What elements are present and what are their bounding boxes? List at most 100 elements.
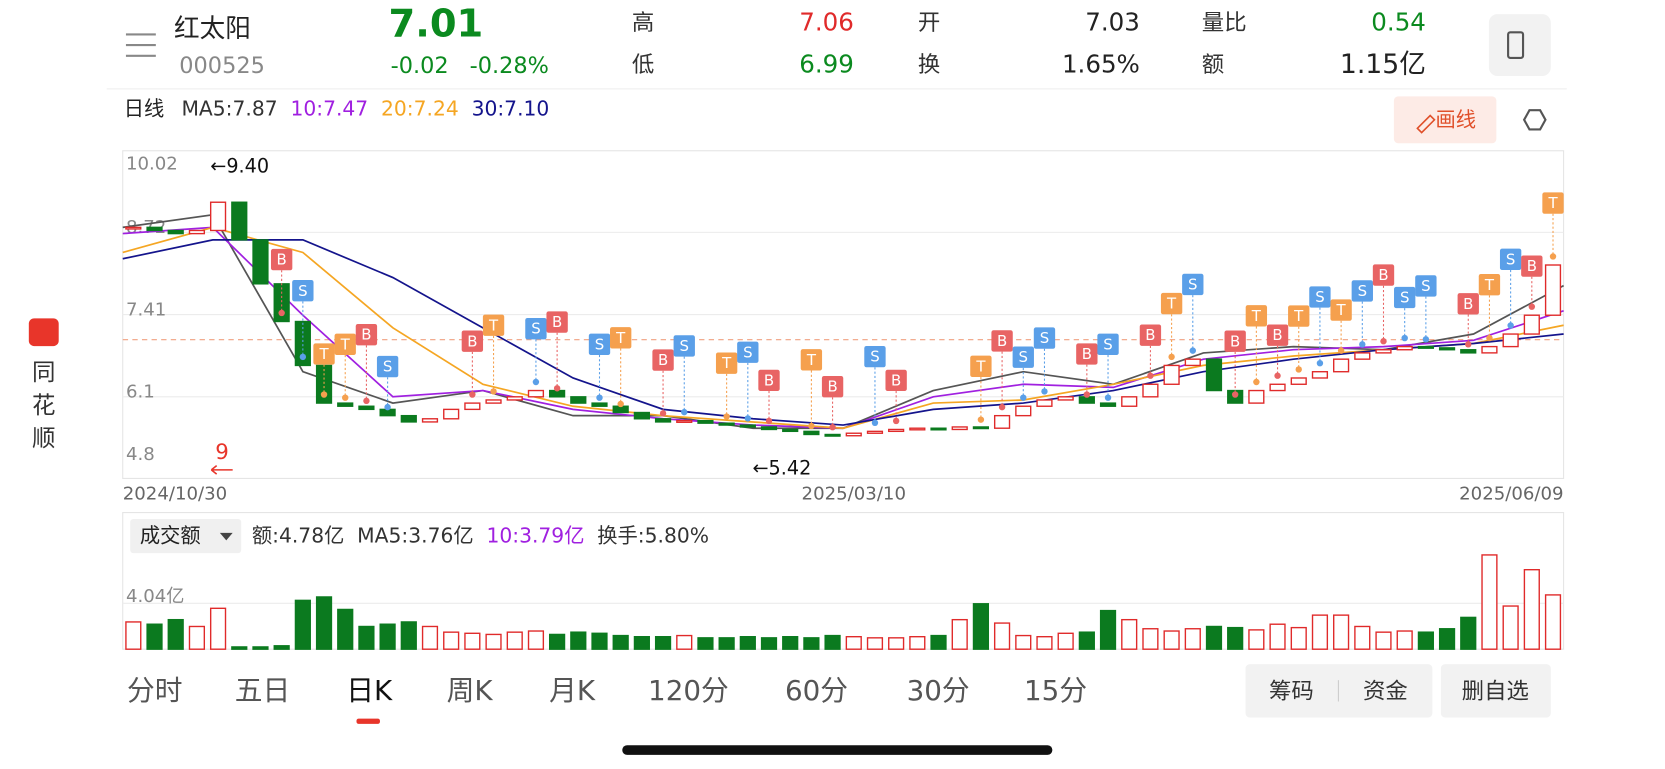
volume-bar [972, 603, 990, 650]
period-tab[interactable]: 60分 [785, 674, 848, 707]
candle [1523, 314, 1540, 335]
stat-value: 7.03 [1085, 8, 1140, 37]
signal-badge [1139, 324, 1162, 346]
period-tab[interactable]: 五日 [235, 674, 291, 707]
watchlist-button[interactable] [1440, 664, 1551, 718]
ma-line [122, 239, 1564, 426]
legend-entry: 10:7.47 [290, 97, 368, 121]
volume-bar [231, 646, 248, 650]
signal-dot [342, 394, 349, 401]
period-tab[interactable]: 日K [346, 674, 393, 707]
brand-logo [28, 318, 59, 347]
settings-icon[interactable] [1522, 109, 1547, 131]
period-tab[interactable]: 120分 [648, 674, 729, 707]
volume-bar [1290, 626, 1307, 650]
signal-badge [885, 369, 907, 392]
candle [866, 430, 884, 434]
candle [930, 427, 947, 431]
dropdown-arrow [219, 532, 233, 541]
period-tab[interactable]: 30分 [907, 674, 970, 707]
signal-label: S [531, 320, 540, 338]
signal-label: B [1082, 345, 1092, 363]
x-tick-label: 2025/06/09 [1459, 483, 1563, 504]
action-button[interactable]: 删自选 [1462, 678, 1529, 704]
candle [697, 419, 714, 424]
signal-dot [1274, 372, 1281, 379]
volume-selector-label: 成交额 [140, 524, 201, 548]
y-tick-label: 4.8 [126, 444, 155, 465]
signal-badge [588, 333, 611, 356]
volume-bar [612, 634, 629, 650]
period-tab[interactable]: 分时 [127, 674, 183, 707]
signal-badge [1330, 299, 1352, 321]
signal-badge [1076, 343, 1098, 365]
y-tick-label: 10.02 [126, 154, 178, 175]
stat-value: 0.54 [1371, 8, 1426, 37]
signal-badge [1521, 255, 1543, 277]
signal-dot [1147, 372, 1154, 379]
signal-label: B [1378, 266, 1388, 284]
signal-dot [384, 403, 391, 411]
volume-bar [888, 637, 905, 650]
signal-badge [970, 355, 992, 377]
candle [1417, 345, 1434, 349]
signal-label: S [1421, 277, 1430, 295]
candle [888, 428, 905, 433]
signal-label: S [595, 335, 604, 353]
signal-label: B [277, 251, 287, 269]
volume-bar [1227, 626, 1244, 650]
home-indicator [622, 745, 1053, 755]
action-button[interactable]: 资金 [1363, 678, 1408, 704]
volume-selector[interactable] [130, 518, 242, 554]
signal-dot [1253, 378, 1260, 386]
volume-bar [443, 631, 460, 650]
volume-bar [421, 625, 439, 650]
candle [1290, 377, 1307, 385]
stat-label: 低 [632, 52, 654, 78]
signal-dot [765, 417, 773, 425]
device-button[interactable] [1488, 14, 1551, 77]
signal-dot [469, 391, 476, 398]
signal-badge [1372, 264, 1395, 286]
stat-label: 量比 [1202, 10, 1247, 36]
signal-label: B [764, 371, 774, 389]
candle [993, 414, 1011, 429]
signal-dot [1422, 336, 1430, 343]
legend-entry: 20:7.24 [381, 97, 459, 121]
menu-icon[interactable] [125, 33, 156, 57]
candle [1396, 345, 1413, 351]
volume-bar [697, 637, 714, 650]
volume-bar [1417, 631, 1434, 650]
volume-bar [315, 596, 333, 650]
period-tab[interactable]: 周K [447, 674, 494, 707]
volume-bar [1396, 630, 1413, 650]
signal-dot [659, 410, 667, 417]
volume-bar [337, 608, 354, 650]
signal-dot [278, 309, 285, 317]
signal-label: T [1166, 295, 1177, 313]
signal-label: B [467, 332, 477, 350]
period-tab[interactable]: 15分 [1024, 674, 1087, 707]
volume-bar [633, 636, 650, 650]
candle [125, 226, 142, 230]
x-tick-label: 2025/03/10 [802, 483, 906, 504]
volume-bar [570, 631, 587, 650]
volume-bar [1438, 628, 1456, 650]
volume-bar [866, 637, 884, 650]
signal-dot [1189, 347, 1196, 354]
signal-dot [1316, 359, 1324, 367]
signal-dot [871, 419, 879, 427]
volume-bar [1354, 625, 1371, 650]
signal-dot [1083, 391, 1091, 398]
period-tab[interactable]: 月K [549, 674, 596, 707]
signal-label: T [806, 351, 817, 369]
candle [506, 396, 523, 401]
candle [676, 419, 693, 423]
ma-line [122, 213, 1565, 430]
action-button[interactable]: 筹码 [1269, 678, 1314, 704]
candle [549, 389, 566, 398]
volume-bar [549, 633, 566, 650]
volume-bar [1269, 623, 1286, 650]
legend-entry: MA5:7.87 [181, 97, 277, 121]
candle [421, 418, 439, 423]
